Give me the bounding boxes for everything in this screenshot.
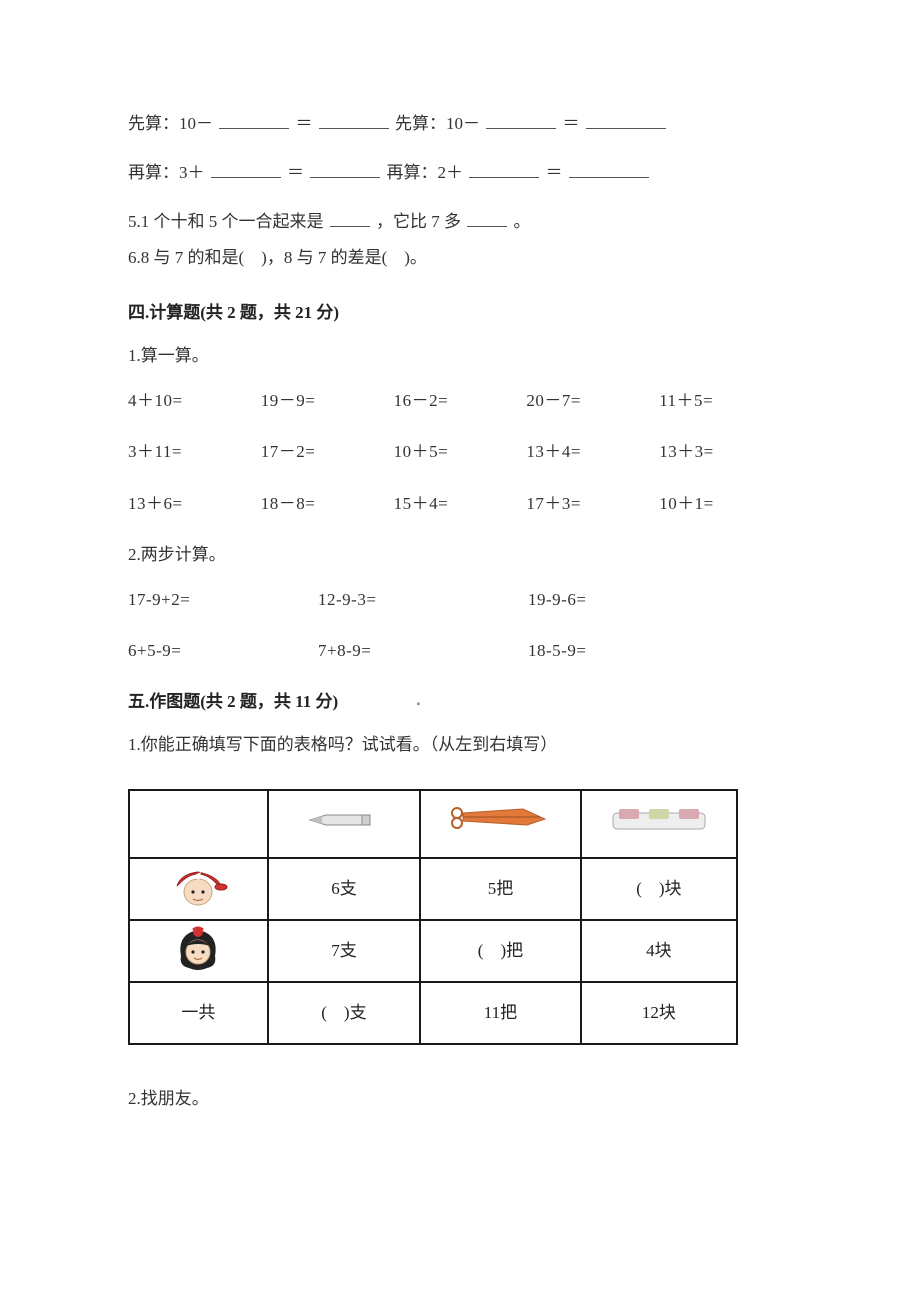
bullet-icon: ▪ <box>417 699 421 710</box>
table-cell-empty <box>129 790 268 858</box>
step-cell: 19-9-6= <box>528 586 718 613</box>
table-cell: 11把 <box>420 982 581 1044</box>
blank[interactable] <box>219 113 289 129</box>
calc-cell: 16－2= <box>394 387 527 414</box>
table-cell: 5把 <box>420 858 581 920</box>
calc-cell: 17＋3= <box>526 490 659 517</box>
blank[interactable] <box>467 211 507 227</box>
blank[interactable] <box>469 162 539 178</box>
calc-cell: 19－9= <box>261 387 394 414</box>
calc-row: 13＋6= 18－8= 15＋4= 17＋3= 10＋1= <box>128 490 792 517</box>
step-row: 6+5-9= 7+8-9= 18-5-9= <box>128 637 792 664</box>
text-l3c: 。 <box>514 212 531 231</box>
table-cell: ( )支 <box>268 982 420 1044</box>
text-l3b: ，它比 7 多 <box>376 212 461 231</box>
step-cell: 7+8-9= <box>318 637 528 664</box>
text-l2b: 再算：2＋ <box>387 163 464 182</box>
calc-cell: 4＋10= <box>128 387 261 414</box>
text-l3: 5.1 个十和 5 个一合起来是 <box>128 212 324 231</box>
table-cell: 一共 <box>129 982 268 1044</box>
blank[interactable] <box>586 113 666 129</box>
calc-grid: 4＋10= 19－9= 16－2= 20－7= 11＋5= 3＋11= 17－2… <box>128 387 792 517</box>
blank[interactable] <box>319 113 389 129</box>
calc-cell: 10＋1= <box>659 490 792 517</box>
fill-line-2: 再算：3＋ ＝ 再算：2＋ ＝ <box>128 159 792 186</box>
girl-icon <box>167 922 229 972</box>
fill-line-1: 先算：10－ ＝ 先算：10－ ＝ <box>128 110 792 137</box>
table-cell: 7支 <box>268 920 420 982</box>
calc-row: 3＋11= 17－2= 10＋5= 13＋4= 13＋3= <box>128 438 792 465</box>
step-grid: 17-9+2= 12-9-3= 19-9-6= 6+5-9= 7+8-9= 18… <box>128 586 792 664</box>
exercise-table-wrap: 6支 5把 ( )块 <box>128 789 792 1045</box>
q4-1-label: 1.算一算。 <box>128 342 792 369</box>
table-cell-icon <box>129 858 268 920</box>
calc-cell: 13＋3= <box>659 438 792 465</box>
section-5-heading-text: 五.作图题(共 2 题，共 11 分) <box>128 692 338 711</box>
eraser-box-icon <box>609 805 709 835</box>
text-eq: ＝ <box>287 163 304 182</box>
boy-icon <box>167 862 229 908</box>
table-cell-icon <box>581 790 737 858</box>
step-row: 17-9+2= 12-9-3= 19-9-6= <box>128 586 792 613</box>
table-cell: 12块 <box>581 982 737 1044</box>
calc-cell: 3＋11= <box>128 438 261 465</box>
blank[interactable] <box>486 113 556 129</box>
table-cell-icon <box>268 790 420 858</box>
blank[interactable] <box>211 162 281 178</box>
table-cell: 6支 <box>268 858 420 920</box>
text-eq2: ＝ <box>563 114 580 133</box>
pen-icon <box>308 809 380 831</box>
table-cell: ( )块 <box>581 858 737 920</box>
step-cell: 6+5-9= <box>128 637 318 664</box>
step-cell: 12-9-3= <box>318 586 528 613</box>
calc-row: 4＋10= 19－9= 16－2= 20－7= 11＋5= <box>128 387 792 414</box>
table-cell: 4块 <box>581 920 737 982</box>
text-l4: 6.8 与 7 的和是( )，8 与 7 的差是( )。 <box>128 248 427 267</box>
fill-line-6: 6.8 与 7 的和是( )，8 与 7 的差是( )。 <box>128 244 792 271</box>
calc-cell: 10＋5= <box>394 438 527 465</box>
table-row: 7支 ( )把 4块 <box>129 920 737 982</box>
blank[interactable] <box>569 162 649 178</box>
table-row <box>129 790 737 858</box>
calc-cell: 13＋6= <box>128 490 261 517</box>
worksheet-page: 先算：10－ ＝ 先算：10－ ＝ 再算：3＋ ＝ 再算：2＋ ＝ 5.1 个十… <box>0 0 920 1302</box>
fill-line-5: 5.1 个十和 5 个一合起来是 ，它比 7 多 。 <box>128 208 792 235</box>
calc-cell: 17－2= <box>261 438 394 465</box>
calc-cell: 18－8= <box>261 490 394 517</box>
exercise-table: 6支 5把 ( )块 <box>128 789 738 1045</box>
q4-2-label: 2.两步计算。 <box>128 541 792 568</box>
table-row: 一共 ( )支 11把 12块 <box>129 982 737 1044</box>
table-row: 6支 5把 ( )块 <box>129 858 737 920</box>
calc-cell: 13＋4= <box>526 438 659 465</box>
blank[interactable] <box>330 211 370 227</box>
step-cell: 17-9+2= <box>128 586 318 613</box>
section-5-heading: 五.作图题(共 2 题，共 11 分) ▪ <box>128 688 792 715</box>
text-l2a: 再算：3＋ <box>128 163 205 182</box>
text-eq2: ＝ <box>546 163 563 182</box>
q5-1-label: 1.你能正确填写下面的表格吗？试试看。（从左到右填写） <box>128 731 792 758</box>
calc-cell: 20－7= <box>526 387 659 414</box>
step-cell: 18-5-9= <box>528 637 718 664</box>
table-cell: ( )把 <box>420 920 581 982</box>
text-eq: ＝ <box>296 114 313 133</box>
calc-cell: 15＋4= <box>394 490 527 517</box>
section-4-heading: 四.计算题(共 2 题，共 21 分) <box>128 299 792 326</box>
text-l1b: 先算：10－ <box>395 114 480 133</box>
calc-cell: 11＋5= <box>659 387 792 414</box>
table-cell-icon <box>420 790 581 858</box>
scissors-icon <box>445 803 555 837</box>
table-cell-icon <box>129 920 268 982</box>
text-l1a: 先算：10－ <box>128 114 213 133</box>
blank[interactable] <box>310 162 380 178</box>
q5-2-label: 2.找朋友。 <box>128 1085 792 1112</box>
